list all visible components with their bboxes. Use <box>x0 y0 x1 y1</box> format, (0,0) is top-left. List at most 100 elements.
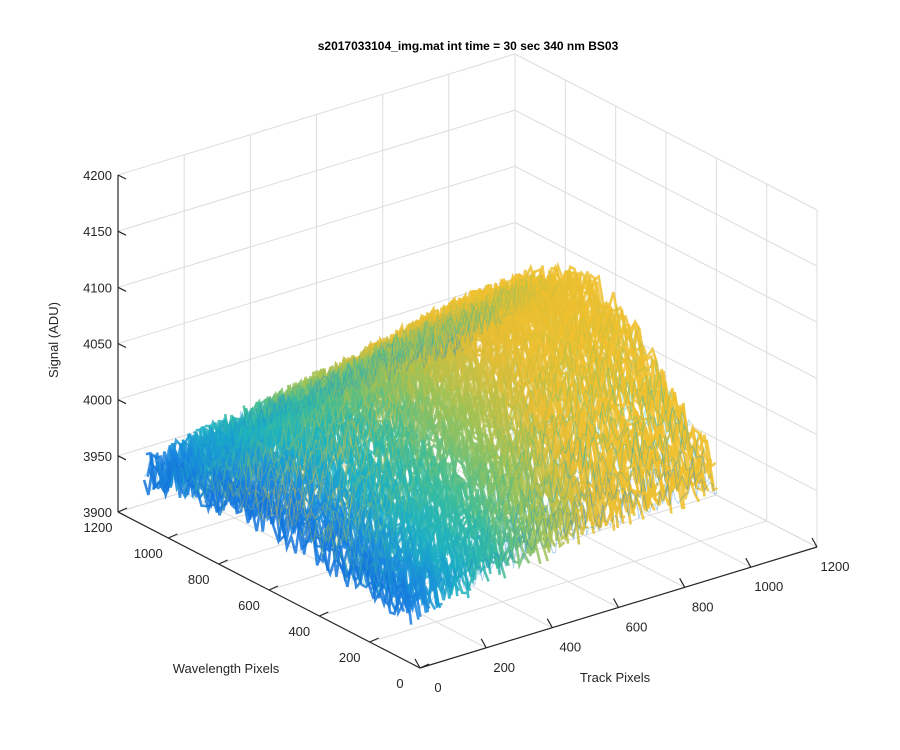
x-tick-label: 1200 <box>821 559 850 574</box>
surface-mesh-line <box>156 325 472 491</box>
z-tick-mark <box>117 399 127 405</box>
grid-line <box>117 109 516 232</box>
tick-layer: 0 200 400 600 800 1000 1200 0 200 400 600 800 1000 12… <box>83 168 849 695</box>
z-tick-mark <box>117 511 127 517</box>
y-tick-label: 0 <box>396 676 403 691</box>
y-tick-mark <box>419 663 430 669</box>
surface-mesh-line <box>260 273 575 522</box>
surface-mesh-line <box>195 297 511 499</box>
y-tick-label: 200 <box>339 650 361 665</box>
x-tick-label: 0 <box>434 680 441 695</box>
grid-line <box>514 222 818 379</box>
surface-strand <box>142 459 406 613</box>
surface-mesh-line <box>325 327 640 549</box>
surface-mesh-line <box>344 360 660 581</box>
x-tick-mark <box>612 598 620 608</box>
y-tick-mark <box>319 611 329 617</box>
surface-mesh-line <box>280 280 595 530</box>
surface-mesh-line <box>273 273 588 526</box>
grid-line <box>117 222 516 344</box>
surface-mesh-line <box>247 283 562 510</box>
z-axis-label: Signal (ADU) <box>46 302 61 378</box>
grid-line <box>369 520 767 643</box>
grid-line <box>117 53 516 176</box>
surface-mesh-line <box>364 406 679 588</box>
y-tick-label: 1000 <box>134 546 163 561</box>
surface-mesh-line <box>228 274 543 499</box>
x-tick-mark <box>414 658 421 669</box>
surface-mesh-line <box>267 274 582 519</box>
z-tick-label: 4050 <box>83 337 112 352</box>
surface-strand <box>146 452 409 616</box>
z-tick-label: 4100 <box>83 280 112 295</box>
y-axis-label: Wavelength Pixels <box>173 661 280 676</box>
surface-mesh-line <box>383 430 699 600</box>
z-tick-mark <box>117 174 127 180</box>
surface-mesh-line <box>338 356 653 567</box>
surface-mesh-line <box>208 284 524 495</box>
surface-mesh-line <box>331 342 647 561</box>
x-tick-mark <box>546 618 553 628</box>
surface-mesh-line <box>202 286 517 508</box>
x-tick-label: 800 <box>692 599 714 614</box>
z-tick-label: 3950 <box>83 449 112 464</box>
y-tick-mark <box>268 585 279 591</box>
surface-mesh-line <box>312 320 627 543</box>
surface-mesh-line <box>221 273 537 514</box>
surface-layer <box>142 261 718 625</box>
surface-mesh-line <box>370 407 686 597</box>
x-tick-mark <box>745 557 752 568</box>
surface-mesh-line <box>390 447 705 609</box>
surface-mesh-line <box>150 332 465 491</box>
surface-mesh-line <box>293 292 608 527</box>
grid-line <box>514 109 818 267</box>
surface-mesh-line <box>377 418 692 595</box>
x-tick-label: 200 <box>493 660 515 675</box>
x-tick-mark <box>811 537 818 548</box>
z-tick-mark <box>117 286 127 292</box>
surface-mesh-line <box>286 291 601 527</box>
y-tick-mark <box>369 637 379 643</box>
grid-line <box>514 165 818 323</box>
surface-mesh-line <box>351 373 666 585</box>
z-tick-mark <box>117 230 127 236</box>
x-tick-label: 400 <box>559 640 581 655</box>
surface-mesh-line <box>234 273 550 513</box>
x-tick-label: 1000 <box>754 579 783 594</box>
y-tick-label: 800 <box>188 572 210 587</box>
surface-strand <box>148 455 411 613</box>
x-tick-label: 600 <box>626 620 648 635</box>
surface-strand <box>223 402 486 575</box>
surface-mesh-line <box>299 306 614 539</box>
chart-title: s2017033104_img.mat int time = 30 sec 34… <box>318 39 619 53</box>
surface-strand <box>145 451 407 609</box>
surface-mesh-line <box>176 301 491 492</box>
z-tick-label: 4000 <box>83 393 112 408</box>
x-tick-mark <box>679 578 686 588</box>
y-tick-mark <box>168 533 178 539</box>
surface-mesh-line <box>189 301 504 501</box>
z-tick-label: 3900 <box>83 505 112 520</box>
surface-mesh-line <box>163 311 478 486</box>
surface-strand <box>309 335 572 541</box>
z-tick-mark <box>117 455 127 461</box>
surface-mesh-line <box>215 280 530 508</box>
surface-mesh-line <box>182 303 498 499</box>
surface-mesh-line <box>403 470 718 616</box>
y-tick-label: 400 <box>288 624 310 639</box>
z-tick-label: 4200 <box>83 168 112 183</box>
y-tick-mark <box>117 507 128 513</box>
surface-mesh-line <box>396 456 712 611</box>
y-tick-label: 1200 <box>84 520 113 535</box>
surface-mesh-line <box>318 335 634 558</box>
surface-mesh-line <box>357 385 673 589</box>
grid-line <box>117 165 516 288</box>
z-tick-label: 4150 <box>83 224 112 239</box>
x-tick-mark <box>480 638 487 649</box>
z-tick-mark <box>117 342 127 349</box>
surface-mesh-line <box>241 270 556 509</box>
surface-mesh-line <box>169 311 485 491</box>
y-tick-label: 600 <box>238 598 260 613</box>
